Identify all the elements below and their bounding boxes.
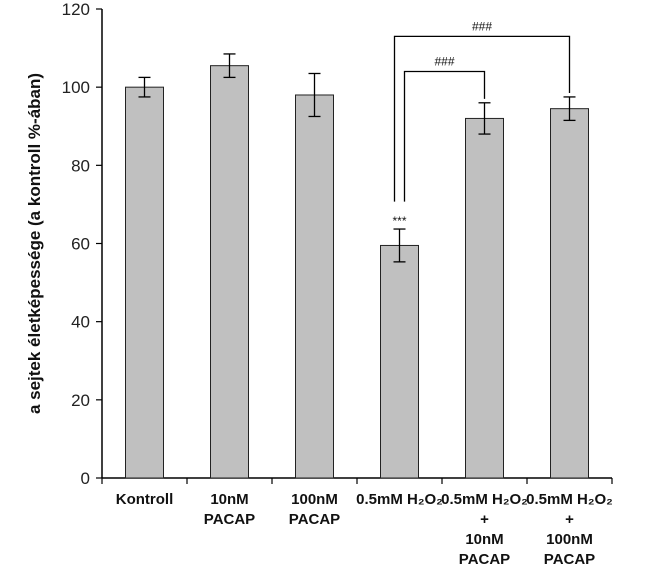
category-label: 0.5mM H₂O₂ +10nM PACAP xyxy=(441,491,528,568)
bar xyxy=(210,65,249,479)
category-label: 10nM PACAP xyxy=(204,491,255,528)
significance-bracket xyxy=(393,35,571,202)
category-label-line: 100nM xyxy=(291,491,338,508)
y-tick-label: 100 xyxy=(62,78,90,97)
error-bars xyxy=(138,53,576,263)
bars xyxy=(125,65,589,479)
category-label: 0.5mM H₂O₂ xyxy=(356,491,443,508)
y-axis-label: a sejtek életképessége (a kontroll %-ába… xyxy=(25,73,44,414)
category-label-line: 10nM xyxy=(210,491,248,508)
category-label-line: 0.5mM H₂O₂ xyxy=(441,491,528,508)
y-tick-label: 120 xyxy=(62,0,90,19)
category-label-line: PACAP xyxy=(204,511,255,528)
category-label-line: + xyxy=(480,511,489,528)
category-label: 0.5mM H₂O₂ +100nM PACAP xyxy=(526,491,613,568)
category-label-line: PACAP xyxy=(544,551,595,568)
bar xyxy=(465,117,504,479)
category-label-line: PACAP xyxy=(459,551,510,568)
axes: 0 20 40 60 80 100 120 xyxy=(62,0,613,488)
y-tick-label: 40 xyxy=(71,313,90,332)
bracket-label: ### xyxy=(472,19,492,33)
category-label: Kontroll xyxy=(116,491,174,508)
category-label-line: PACAP xyxy=(289,511,340,528)
bracket-label: ### xyxy=(434,55,454,69)
significance-bracket xyxy=(403,70,486,202)
category-label-line: Kontroll xyxy=(116,491,174,508)
y-tick-label: 80 xyxy=(71,156,90,175)
category-label-line: 10nM xyxy=(465,531,503,548)
bar xyxy=(380,244,419,479)
bar xyxy=(550,108,589,479)
category-label-line: 0.5mM H₂O₂ xyxy=(356,491,443,508)
category-label: 100nM PACAP xyxy=(289,491,340,528)
bar xyxy=(125,86,164,479)
significance-label: *** xyxy=(392,214,406,228)
y-tick-label: 60 xyxy=(71,235,90,254)
category-label-line: 0.5mM H₂O₂ xyxy=(526,491,613,508)
y-tick-label: 0 xyxy=(81,469,90,488)
category-label-line: 100nM xyxy=(546,531,593,548)
category-label-line: + xyxy=(565,511,574,528)
annotations: *** ### ### xyxy=(392,19,571,228)
bar xyxy=(295,94,334,479)
y-tick-label: 20 xyxy=(71,391,90,410)
